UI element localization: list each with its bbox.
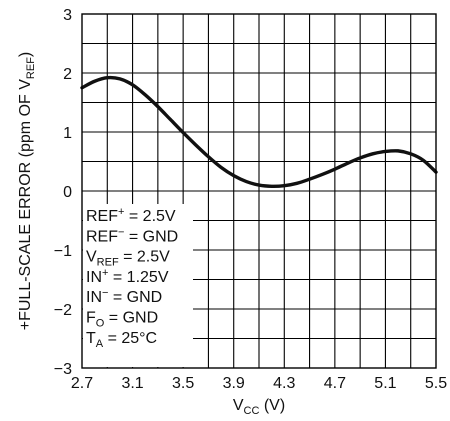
series-line <box>80 75 438 189</box>
y-tick-labels: 3 2 1 0 −1 −2 −3 <box>54 7 72 378</box>
plot-frame <box>81 13 437 369</box>
condition-line: FO = GND <box>86 310 158 330</box>
x-tick-label: 4.3 <box>273 375 295 392</box>
condition-line: VREF = 2.5V <box>86 249 170 269</box>
y-axis-label: +FULL-SCALE ERROR (ppm OF VREF) <box>17 52 37 331</box>
condition-line: REF− = GND <box>86 226 178 245</box>
x-tick-label: 3.1 <box>121 375 143 392</box>
conditions-box-background <box>83 204 193 367</box>
condition-line: IN− = GND <box>86 287 162 306</box>
condition-line: IN+ = 1.25V <box>86 267 169 286</box>
condition-line: REF+ = 2.5V <box>86 206 176 225</box>
x-axis-label-suffix: (V) <box>259 397 285 414</box>
x-tick-label: 3.9 <box>223 375 245 392</box>
condition-line: TA = 25°C <box>86 330 157 350</box>
x-tick-label: 5.1 <box>374 375 396 392</box>
y-tick-label: −3 <box>54 361 72 378</box>
y-axis-label-main: +FULL-SCALE ERROR (ppm OF V <box>17 79 34 331</box>
y-axis-label-suffix: ) <box>17 52 34 57</box>
y-tick-label: 3 <box>63 7 72 24</box>
y-tick-label: 0 <box>63 184 72 201</box>
y-tick-label: −2 <box>54 302 72 319</box>
x-tick-label: 3.5 <box>172 375 194 392</box>
y-tick-label: 1 <box>63 125 72 142</box>
grid-layer <box>82 14 436 368</box>
y-tick-label: 2 <box>63 66 72 83</box>
x-tick-label: 2.7 <box>71 375 93 392</box>
y-axis-label-sub: REF <box>25 57 37 79</box>
x-tick-labels: 2.7 3.1 3.5 3.9 4.3 4.7 5.1 5.5 <box>71 375 447 392</box>
x-axis-label-main: V <box>233 397 244 414</box>
x-tick-label: 5.5 <box>425 375 447 392</box>
x-tick-label: 4.7 <box>324 375 346 392</box>
x-axis-label-sub: CC <box>244 405 260 417</box>
y-tick-label: −1 <box>54 243 72 260</box>
x-axis-label: VCC (V) <box>233 397 285 417</box>
